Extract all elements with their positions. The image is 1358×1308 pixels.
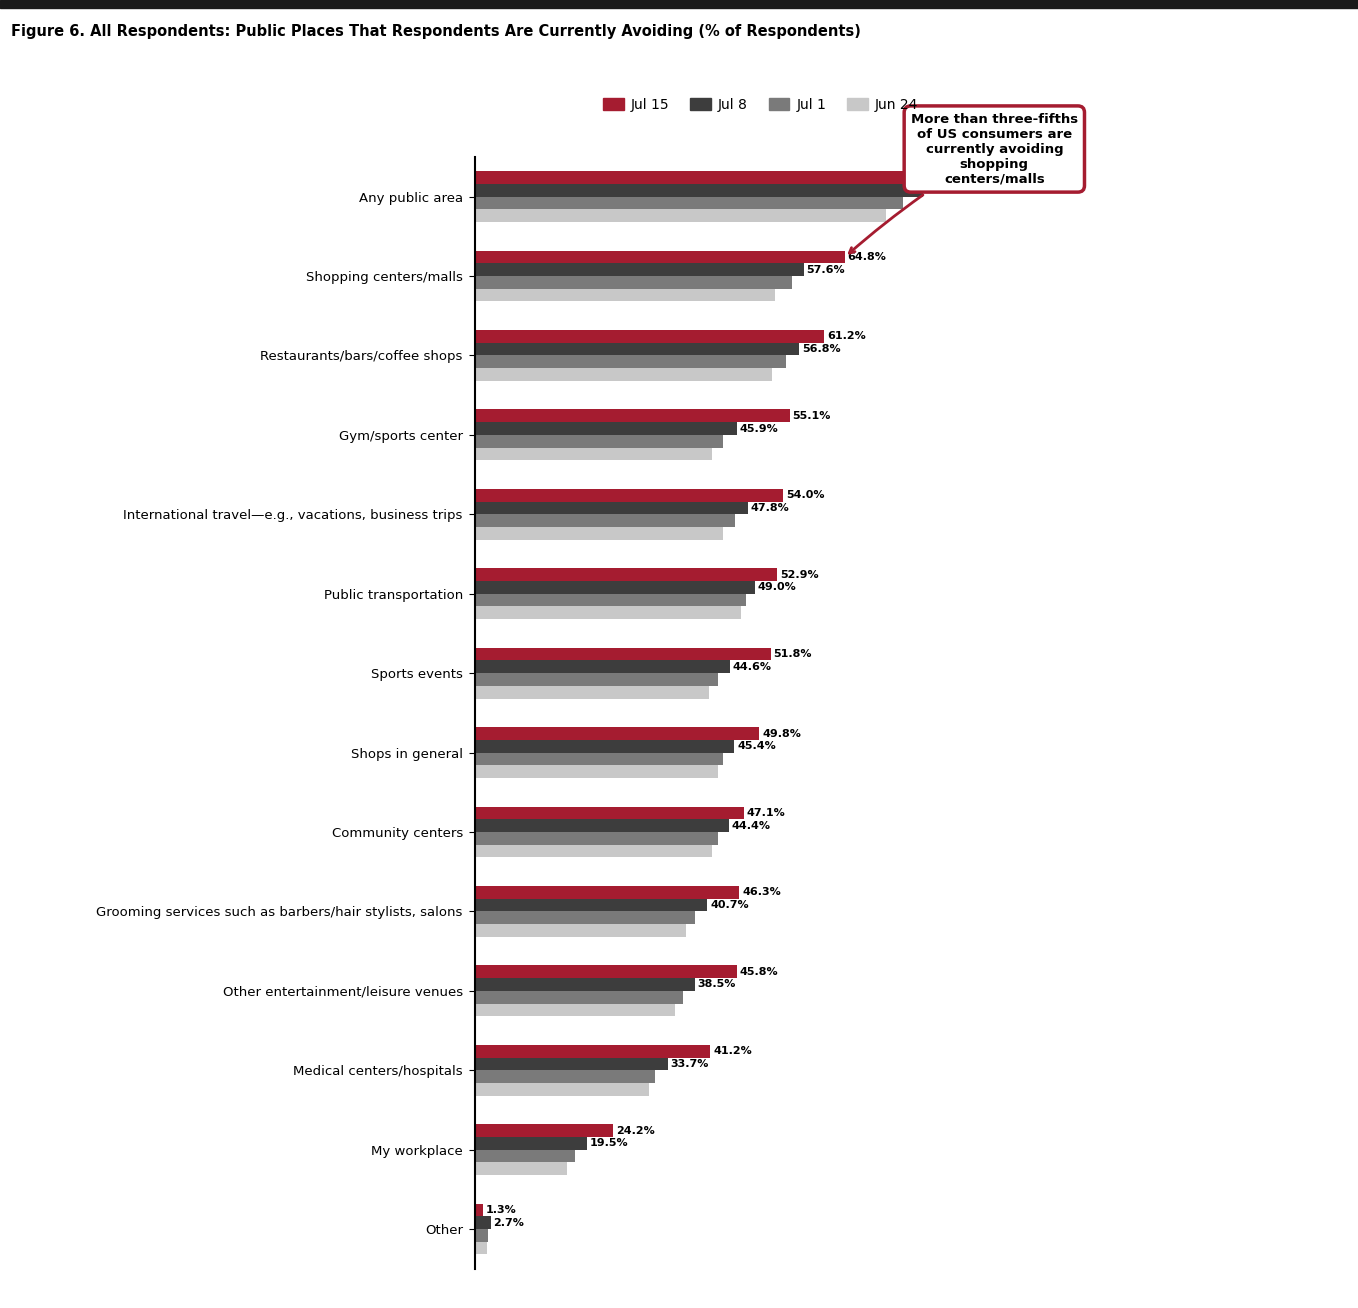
Text: 1.3%: 1.3% bbox=[486, 1205, 516, 1215]
Bar bbox=[475, 819, 728, 832]
Bar bbox=[475, 330, 824, 343]
Bar bbox=[475, 674, 717, 685]
Text: 44.4%: 44.4% bbox=[732, 820, 770, 831]
Text: 33.7%: 33.7% bbox=[671, 1059, 709, 1069]
Text: More than three-fifths
of US consumers are
currently avoiding
shopping
centers/m: More than three-fifths of US consumers a… bbox=[849, 112, 1078, 254]
Bar bbox=[475, 409, 789, 422]
Bar bbox=[475, 807, 744, 819]
Bar bbox=[475, 1083, 649, 1096]
Bar bbox=[475, 978, 695, 991]
Bar bbox=[475, 647, 771, 661]
Bar bbox=[475, 1124, 614, 1137]
Bar bbox=[475, 886, 739, 899]
Bar bbox=[475, 1003, 675, 1016]
Bar bbox=[475, 752, 724, 765]
Text: 19.5%: 19.5% bbox=[589, 1138, 627, 1148]
Bar bbox=[475, 527, 724, 540]
Bar bbox=[475, 434, 724, 447]
Bar bbox=[475, 501, 748, 514]
Text: 45.8%: 45.8% bbox=[739, 967, 778, 977]
Text: 49.8%: 49.8% bbox=[762, 729, 801, 739]
Text: 78.5%: 78.5% bbox=[926, 186, 964, 195]
Bar bbox=[475, 923, 686, 937]
Text: 52.9%: 52.9% bbox=[779, 570, 819, 579]
Bar bbox=[475, 196, 903, 209]
Text: 54.0%: 54.0% bbox=[786, 490, 824, 500]
Bar bbox=[475, 991, 683, 1003]
Bar bbox=[475, 343, 800, 356]
Bar bbox=[475, 1163, 566, 1175]
Bar bbox=[475, 171, 959, 184]
Text: 64.8%: 64.8% bbox=[847, 252, 887, 262]
Bar bbox=[475, 594, 747, 607]
Bar bbox=[475, 685, 709, 698]
Text: 38.5%: 38.5% bbox=[698, 980, 736, 989]
Text: 55.1%: 55.1% bbox=[793, 411, 831, 421]
Bar bbox=[475, 422, 737, 434]
Bar bbox=[475, 965, 736, 978]
Bar bbox=[475, 1230, 489, 1241]
Bar bbox=[475, 276, 792, 289]
Text: 47.8%: 47.8% bbox=[751, 504, 789, 513]
Text: 56.8%: 56.8% bbox=[803, 344, 841, 354]
Bar bbox=[475, 727, 759, 740]
Text: 46.3%: 46.3% bbox=[743, 887, 781, 897]
Text: 47.1%: 47.1% bbox=[747, 808, 785, 818]
Text: 2.7%: 2.7% bbox=[493, 1218, 524, 1228]
Text: 41.2%: 41.2% bbox=[713, 1046, 752, 1056]
Text: 51.8%: 51.8% bbox=[774, 649, 812, 659]
Bar bbox=[475, 1057, 668, 1070]
Bar bbox=[475, 263, 804, 276]
Bar bbox=[475, 289, 774, 302]
Bar bbox=[475, 1150, 574, 1163]
Bar bbox=[475, 1241, 486, 1254]
Bar bbox=[475, 1203, 482, 1216]
Bar bbox=[475, 740, 735, 752]
Bar bbox=[475, 514, 735, 527]
Bar bbox=[475, 581, 755, 594]
Text: 40.7%: 40.7% bbox=[710, 900, 748, 910]
Bar bbox=[475, 369, 771, 381]
Text: 45.4%: 45.4% bbox=[737, 742, 775, 751]
Text: 45.9%: 45.9% bbox=[740, 424, 778, 433]
Text: 84.8%: 84.8% bbox=[961, 173, 1001, 183]
Text: 57.6%: 57.6% bbox=[807, 264, 845, 275]
Bar bbox=[475, 1216, 490, 1230]
Bar bbox=[475, 845, 712, 858]
Text: 24.2%: 24.2% bbox=[617, 1126, 655, 1135]
Legend: Jul 15, Jul 8, Jul 1, Jun 24: Jul 15, Jul 8, Jul 1, Jun 24 bbox=[598, 92, 923, 118]
Bar bbox=[475, 765, 717, 778]
Bar bbox=[475, 1045, 710, 1057]
Bar bbox=[475, 209, 885, 222]
Bar bbox=[475, 489, 784, 501]
Bar bbox=[475, 356, 786, 369]
Bar bbox=[475, 912, 695, 923]
Text: 49.0%: 49.0% bbox=[758, 582, 796, 593]
Text: 44.6%: 44.6% bbox=[732, 662, 771, 672]
Bar bbox=[475, 1137, 587, 1150]
Bar bbox=[475, 607, 740, 619]
Bar bbox=[475, 1070, 655, 1083]
Bar bbox=[475, 184, 923, 196]
Text: Figure 6. All Respondents: Public Places That Respondents Are Currently Avoiding: Figure 6. All Respondents: Public Places… bbox=[11, 24, 861, 38]
Bar bbox=[475, 447, 712, 460]
Bar bbox=[475, 899, 708, 912]
Bar bbox=[475, 251, 845, 263]
Bar bbox=[475, 568, 777, 581]
Bar bbox=[475, 661, 729, 674]
Bar bbox=[475, 832, 717, 845]
Text: 61.2%: 61.2% bbox=[827, 331, 866, 341]
